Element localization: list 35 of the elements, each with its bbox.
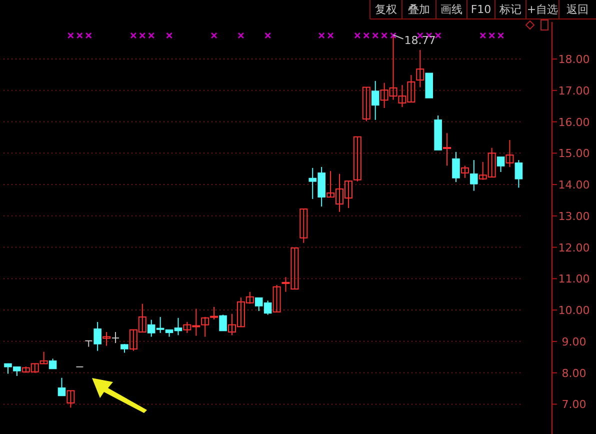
y-tick-label: 15.00	[558, 147, 590, 160]
y-tick-label: 7.00	[562, 398, 586, 412]
candlestick	[84, 340, 93, 348]
y-tick-label: 16.00	[558, 116, 590, 129]
candlestick	[272, 284, 281, 312]
y-tick-label: 17.00	[558, 84, 590, 98]
candlestick	[48, 358, 57, 370]
y-tick-label: 9.00	[562, 335, 586, 348]
candlestick	[112, 332, 120, 344]
candlestick	[460, 165, 469, 178]
y-tick-label: 13.00	[558, 210, 590, 223]
candlestick	[66, 390, 75, 408]
candlestick	[300, 208, 308, 244]
y-tick-label: 14.00	[558, 178, 590, 192]
y-tick-label: 18.00	[558, 53, 590, 66]
candlestick	[470, 160, 478, 192]
candlestick	[416, 49, 424, 88]
y-tick-label: 8.00	[562, 366, 586, 380]
candlestick	[94, 321, 102, 352]
candlestick	[219, 314, 227, 332]
candlestick	[452, 151, 460, 183]
candlestick	[514, 160, 523, 188]
candlestick	[362, 86, 370, 122]
y-tick-label: 12.00	[558, 241, 590, 254]
candlestick	[102, 332, 111, 346]
candlestick	[58, 377, 66, 396]
candlestick	[443, 132, 452, 166]
candlestick	[371, 80, 380, 120]
toolbar: 复权 叠加 画线 F10 标记 +自选 返回	[370, 0, 596, 20]
y-tick-label: 11.00	[558, 272, 590, 286]
annotation: 18.77	[404, 34, 436, 47]
candlestick	[496, 156, 505, 172]
y-tick-label: 10.00	[558, 304, 590, 318]
candlestick	[506, 139, 514, 168]
candlestick	[353, 136, 362, 182]
